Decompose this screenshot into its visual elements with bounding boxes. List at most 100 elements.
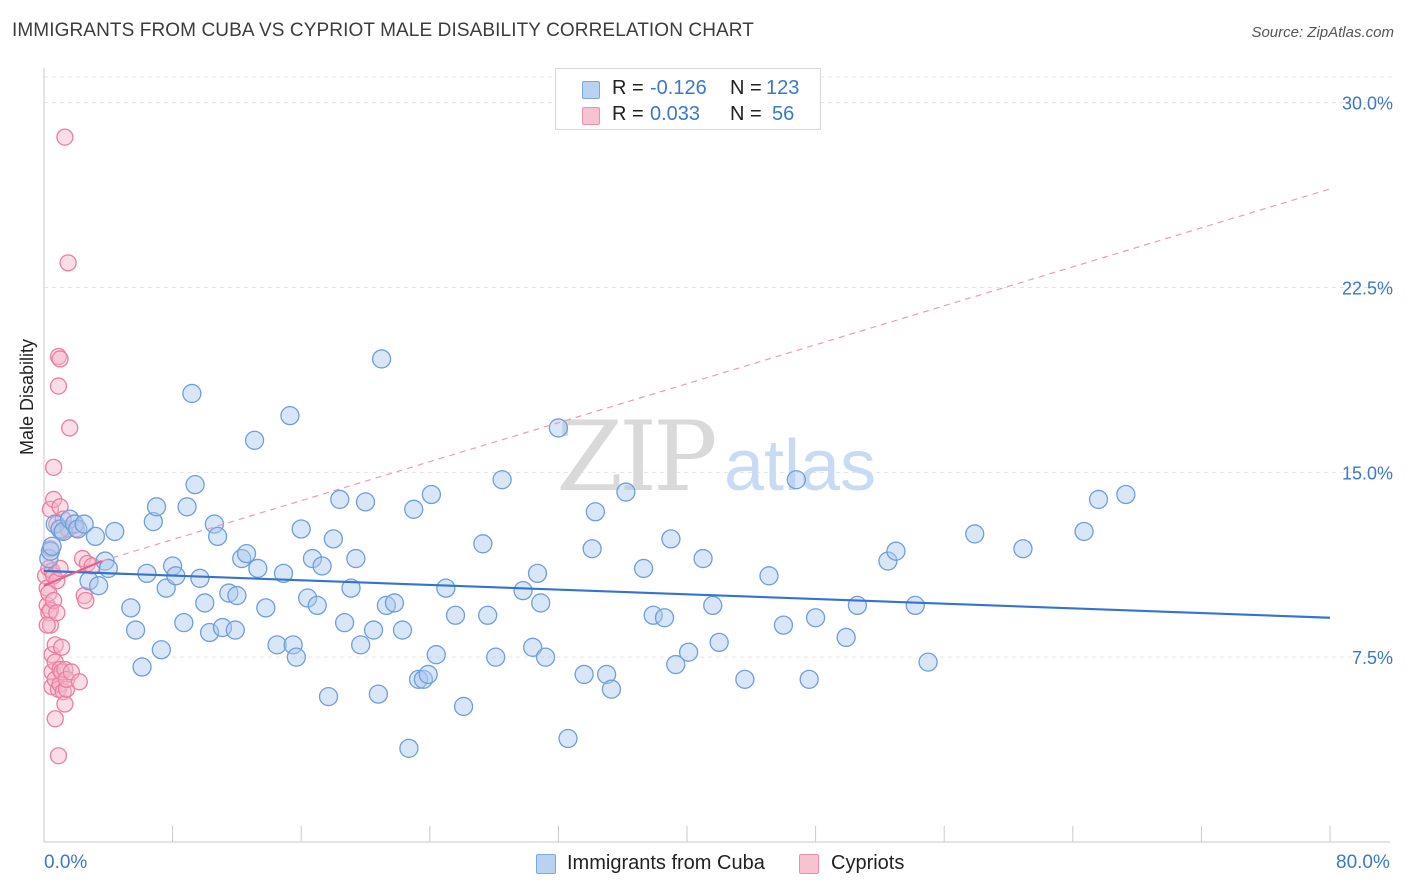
cuba-point — [267, 635, 287, 655]
cuba-point — [125, 620, 146, 640]
cuba-point — [143, 511, 163, 532]
cuba-point — [312, 556, 332, 576]
cuba-point — [244, 430, 265, 450]
cuba-point — [666, 654, 686, 675]
series-legend-swatch-cypriots — [799, 854, 819, 874]
cypriots-point — [61, 419, 79, 437]
x-tick-label-max: 80.0% — [1336, 852, 1390, 873]
cypriots-point — [56, 128, 74, 146]
cuba-point — [404, 499, 424, 519]
cuba-point — [886, 541, 906, 561]
series-legend-label-cuba: Immigrants from Cuba — [567, 852, 765, 874]
cuba-point — [182, 383, 202, 404]
cuba-point — [297, 588, 318, 608]
cuba-point — [283, 635, 303, 655]
cuba-point — [399, 738, 419, 758]
cuba-point — [661, 529, 681, 549]
cypriots-point — [70, 673, 89, 691]
cuba-point — [486, 647, 506, 667]
cuba-point — [918, 652, 938, 672]
cuba-point — [174, 613, 194, 633]
cuba-point — [286, 647, 307, 667]
axis-layer — [43, 68, 1390, 843]
cuba-point — [151, 640, 171, 660]
y-tick-label-0: 7.5% — [1352, 648, 1393, 668]
series-legend-label-cypriots: Cypriots — [831, 852, 905, 874]
cuba-point — [426, 645, 446, 665]
chart-title: IMMIGRANTS FROM CUBA VS CYPRIOT MALE DIS… — [12, 20, 754, 41]
cypriots-point — [77, 591, 95, 610]
cuba-point — [85, 526, 106, 547]
correlation-legend: R = -0.126 N = 123 R = 0.033 N = 56 — [555, 68, 821, 130]
cuba-point — [273, 563, 294, 584]
cuba-point — [105, 521, 125, 542]
cuba-point — [693, 548, 713, 569]
cuba-point — [709, 632, 729, 653]
cypriots-trend-line — [43, 560, 103, 587]
cuba-point — [1013, 539, 1033, 559]
cuba-point — [392, 620, 413, 640]
cuba-point — [585, 502, 606, 522]
grid-layer — [44, 76, 1392, 658]
cuba-point — [616, 482, 636, 502]
cypriots-point — [49, 377, 68, 395]
y-axis-title: Male Disability — [17, 338, 37, 455]
cuba-point — [878, 551, 898, 571]
cuba-point — [408, 669, 429, 689]
cuba-point — [596, 664, 617, 685]
series-legend-swatch-cuba — [536, 854, 556, 874]
cuba-point — [318, 686, 339, 707]
watermark: ZIP atlas — [556, 401, 876, 513]
cuba-point — [654, 608, 675, 628]
cuba-point — [39, 548, 59, 569]
cuba-point — [302, 548, 323, 569]
cuba-point — [351, 635, 371, 655]
legend-swatch-cypriots — [582, 107, 600, 125]
legend-n-value-cuba: 123 — [766, 77, 800, 99]
cuba-point — [53, 521, 73, 542]
cuba-point — [527, 563, 548, 584]
cuba-point — [280, 405, 300, 426]
legend-r-label: R = — [612, 103, 644, 125]
cuba-point — [248, 558, 268, 579]
cuba-point — [523, 637, 543, 657]
cuba-point — [678, 642, 699, 662]
x-tick-label-min: 0.0% — [44, 852, 88, 873]
watermark-zip: ZIP — [556, 401, 715, 513]
cuba-point — [346, 548, 366, 569]
cuba-point — [307, 595, 327, 616]
cypriots-point — [38, 616, 56, 634]
cuba-point — [121, 598, 141, 618]
cuba-points — [39, 349, 1136, 758]
cuba-point — [799, 669, 819, 689]
legend-r-value-cuba: -0.126 — [650, 77, 707, 99]
legend-row-cypriots: R = 0.033 N = 56 — [556, 103, 820, 129]
cuba-point — [847, 595, 868, 616]
cuba-point — [89, 576, 109, 596]
cuba-point — [558, 728, 578, 749]
cuba-point — [74, 514, 94, 534]
legend-r-value-cypriots: 0.033 — [650, 103, 701, 125]
cuba-point — [905, 595, 925, 616]
cuba-point — [759, 566, 779, 586]
cypriots-point — [57, 680, 76, 698]
cuba-point — [582, 539, 602, 559]
cuba-point — [436, 578, 456, 598]
cuba-point — [195, 593, 215, 613]
cuba-point — [236, 544, 257, 564]
cuba-point — [146, 497, 167, 517]
cuba-trend-line — [43, 569, 1331, 619]
trend-lines — [43, 188, 1331, 619]
cypriots-points — [36, 128, 101, 765]
cypriots-point — [51, 350, 69, 368]
cypriots-point — [53, 638, 71, 656]
cuba-point — [341, 578, 361, 598]
y-tick-label-1: 15.0% — [1342, 463, 1393, 483]
cypriots-point — [44, 458, 63, 477]
cuba-point — [256, 598, 276, 618]
cuba-point — [291, 519, 311, 539]
cuba-point — [703, 595, 723, 616]
cuba-point — [384, 593, 405, 613]
cuba-point — [368, 684, 389, 704]
